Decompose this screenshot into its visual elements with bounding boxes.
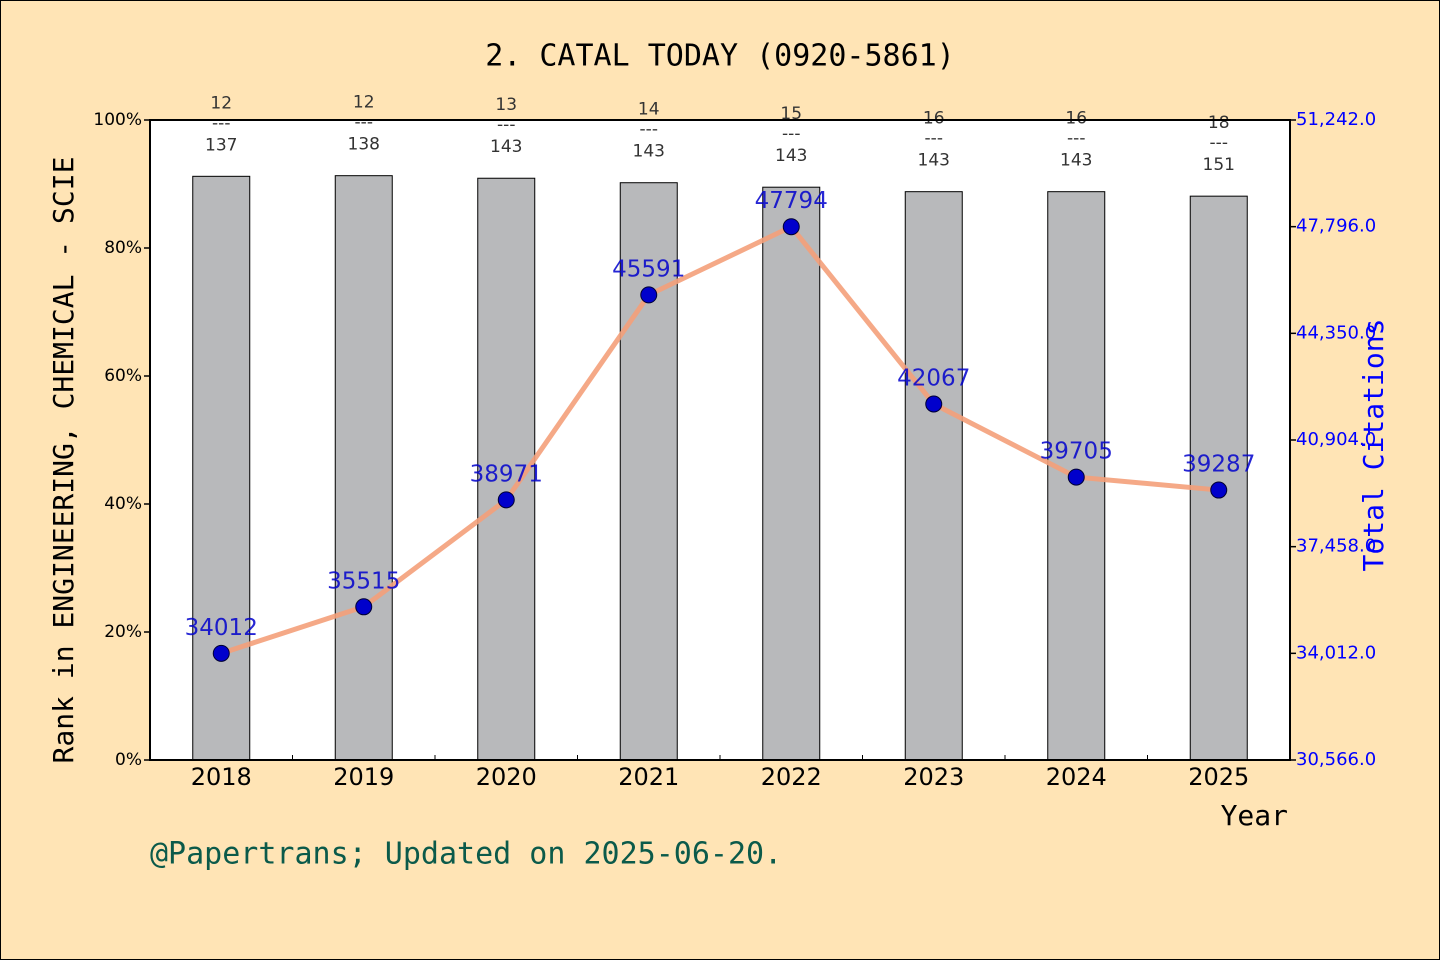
bar xyxy=(762,186,821,761)
y2-tick-label: 34,012.0 xyxy=(1296,642,1376,663)
bar-total-label: 143 xyxy=(490,137,522,157)
bar xyxy=(904,191,963,761)
bar xyxy=(619,182,678,761)
x-tick-label: 2024 xyxy=(1046,763,1107,791)
bar-separator: --- xyxy=(1067,129,1085,149)
bar xyxy=(1189,195,1248,761)
bar-total-label: 143 xyxy=(918,151,950,171)
x-tick-label: 2018 xyxy=(191,763,252,791)
y2-tick-label: 44,350.0 xyxy=(1296,322,1376,343)
citation-marker xyxy=(1210,481,1228,499)
x-tick-label: 2020 xyxy=(476,763,537,791)
citation-label: 34012 xyxy=(185,615,258,641)
bar-rank-label: 14 xyxy=(638,100,660,120)
citation-label: 39287 xyxy=(1182,452,1255,478)
chart-title: 2. CATAL TODAY (0920-5861) xyxy=(485,39,955,74)
y-tick-label: 80% xyxy=(104,238,142,258)
x-tick-label: 2022 xyxy=(761,763,822,791)
citation-label: 39705 xyxy=(1040,439,1113,465)
bar-total-label: 138 xyxy=(348,135,380,155)
plot-frame xyxy=(149,119,1291,761)
citation-label: 42067 xyxy=(897,366,970,392)
citation-marker xyxy=(925,395,943,413)
y-tick-label: 0% xyxy=(115,750,142,770)
bar-rank-label: 16 xyxy=(1065,109,1087,129)
citation-label: 45591 xyxy=(612,256,685,282)
x-axis-label: Year xyxy=(1221,799,1288,832)
citation-marker xyxy=(640,286,658,304)
bar-rank-label: 12 xyxy=(353,93,375,113)
bar-separator: --- xyxy=(640,120,658,140)
y2-tick-label: 47,796.0 xyxy=(1296,216,1376,237)
bar-separator: --- xyxy=(212,113,230,133)
bar-rank-label: 16 xyxy=(923,109,945,129)
bar-rank-label: 15 xyxy=(780,104,802,124)
bar-total-label: 143 xyxy=(1060,151,1092,171)
bar-rank-label: 18 xyxy=(1208,113,1230,133)
y2-tick-label: 51,242.0 xyxy=(1296,109,1376,130)
citation-marker xyxy=(355,598,373,616)
bar-total-label: 143 xyxy=(775,146,807,166)
y-tick-label: 40% xyxy=(104,494,142,514)
bar xyxy=(334,175,393,761)
y2-tick-label: 37,458.0 xyxy=(1296,536,1376,557)
citation-line xyxy=(220,223,1219,656)
y-tick-label: 100% xyxy=(93,110,142,130)
bar-separator: --- xyxy=(782,124,800,144)
y2-tick-label: 30,566.0 xyxy=(1296,749,1376,770)
citation-label: 35515 xyxy=(327,568,400,594)
bar-rank-label: 13 xyxy=(495,95,517,115)
y-axis-label: Rank in ENGINEERING, CHEMICAL - SCIE xyxy=(47,157,80,764)
bar-total-label: 137 xyxy=(205,135,237,155)
citation-label: 47794 xyxy=(755,188,828,214)
plot-area xyxy=(150,120,1290,760)
bar-total-label: 143 xyxy=(633,142,665,162)
y2-axis-label: Total Citations xyxy=(1357,319,1390,572)
x-tick-label: 2021 xyxy=(618,763,679,791)
y-tick-label: 60% xyxy=(104,366,142,386)
y2-tick-label: 40,904.0 xyxy=(1296,429,1376,450)
bar-total-label: 151 xyxy=(1203,155,1235,175)
bar-separator: --- xyxy=(925,129,943,149)
footer: @Papertrans; Updated on 2025-06-20. xyxy=(150,837,782,872)
bar xyxy=(192,175,251,761)
bar-separator: --- xyxy=(497,115,515,135)
x-tick-label: 2019 xyxy=(333,763,394,791)
citation-label: 38971 xyxy=(470,461,543,487)
citation-marker xyxy=(212,644,230,662)
y-tick-label: 20% xyxy=(104,622,142,642)
bar-separator: --- xyxy=(1210,133,1228,153)
x-tick-label: 2023 xyxy=(903,763,964,791)
citation-marker xyxy=(497,491,515,509)
x-tick-label: 2025 xyxy=(1188,763,1249,791)
citation-marker xyxy=(782,218,800,236)
bar-separator: --- xyxy=(355,113,373,133)
citation-marker xyxy=(1067,468,1085,486)
bar-rank-label: 12 xyxy=(210,93,232,113)
